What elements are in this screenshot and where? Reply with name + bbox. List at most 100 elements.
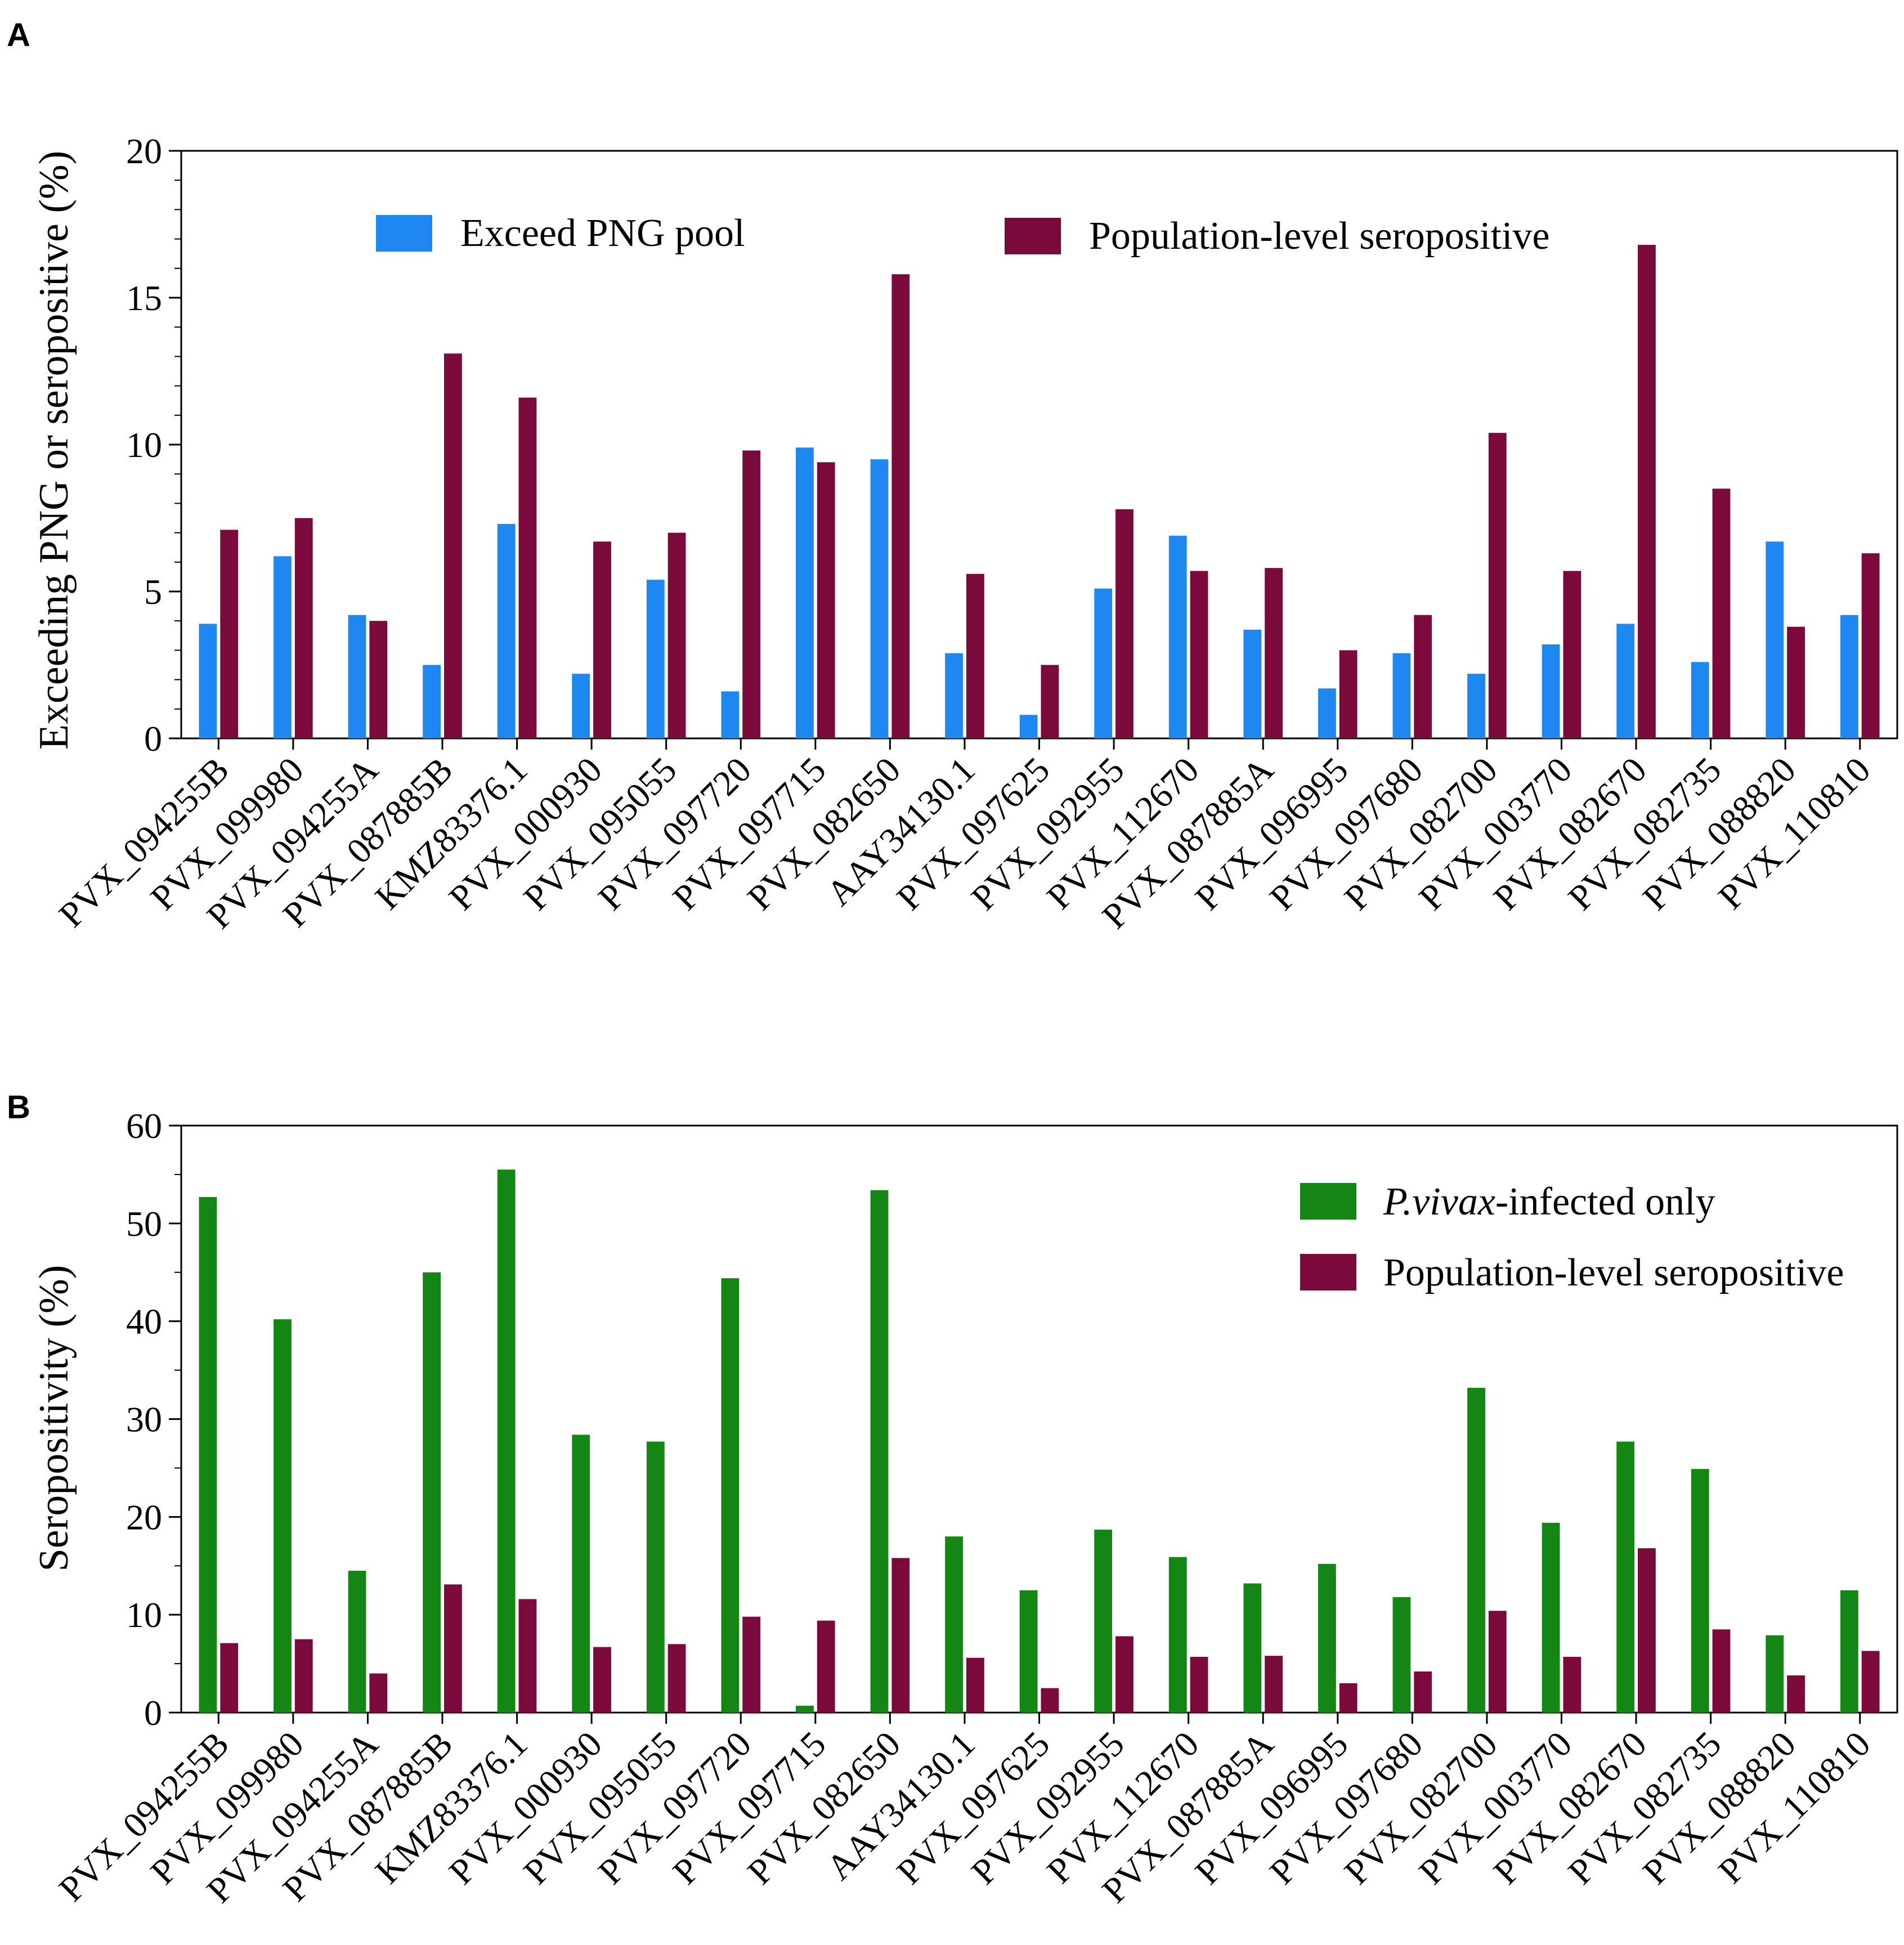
bar-b-s0-pvx-082735 (1691, 1469, 1709, 1713)
bar-b-s1-pvx-082700 (1488, 1611, 1507, 1713)
y-tick-label-b: 20 (126, 1497, 162, 1537)
bar-a-s0-pvx-099980 (274, 556, 292, 738)
legend-label-pvivax-infected: P.vivax-infected only (1383, 1180, 1715, 1224)
bar-a-s1-pvx-095055 (667, 532, 686, 738)
bar-b-s0-pvx-088820 (1766, 1635, 1784, 1713)
bar-b-s1-kmz83376-1 (518, 1599, 537, 1713)
bar-b-s1-pvx-112670 (1190, 1656, 1208, 1713)
bar-a-s1-pvx-082670 (1638, 245, 1656, 738)
bar-a-s0-pvx-095055 (646, 580, 665, 738)
bar-a-s1-pvx-112670 (1190, 571, 1208, 738)
bar-b-s1-pvx-110810 (1861, 1651, 1880, 1713)
legend-label-population-seropositive-b: Population-level seropositive (1383, 1251, 1844, 1294)
axes-a: 05101520PVX_094255BPVX_099980PVX_094255A… (51, 131, 1898, 936)
panel-a: A Exceeding PNG or seropositive (%) 0 5 10… (7, 17, 1898, 936)
bar-b-s1-pvx-097720 (742, 1616, 761, 1713)
bars-a (199, 245, 1880, 738)
legend-a: Exceed PNG pool Population-level seropos… (376, 212, 1549, 258)
bar-b-s1-pvx-003770 (1563, 1656, 1582, 1713)
y-tick-label-a: 20 (126, 131, 162, 171)
bar-b-s0-aay34130-1 (945, 1536, 963, 1713)
y-tick-label-a: 0 (144, 719, 162, 759)
bar-a-s1-pvx-087885b (443, 353, 462, 738)
y-tick-label-a: 5 (144, 572, 162, 612)
bar-a-s1-pvx-096995 (1339, 650, 1358, 738)
bar-a-s1-pvx-097720 (742, 450, 761, 738)
y-tick-label-b: 50 (126, 1204, 162, 1244)
bar-a-s1-pvx-097680 (1414, 615, 1432, 738)
bar-b-s0-pvx-097720 (721, 1278, 740, 1713)
panel-a-label: A (7, 17, 30, 53)
y-tick-label-b: 60 (126, 1106, 162, 1146)
bar-a-s0-pvx-088820 (1766, 541, 1784, 738)
bar-b-s0-pvx-099980 (274, 1319, 292, 1713)
bar-b-s1-pvx-094255b (220, 1643, 239, 1713)
bar-a-s1-pvx-003770 (1563, 571, 1582, 738)
bar-a-s0-pvx-092955 (1094, 588, 1113, 738)
bar-b-s0-pvx-097680 (1392, 1597, 1411, 1713)
panel-b: B Seropositivity (%) 0102030405060PVX_09… (7, 1089, 1898, 1911)
bar-b-s0-pvx-092955 (1094, 1529, 1113, 1713)
y-axis-title-b: Seropositivity (%) (31, 1265, 77, 1572)
bar-a-s1-aay34130-1 (966, 573, 984, 738)
bar-a-s1-pvx-094255a (369, 621, 388, 738)
bar-a-s0-aay34130-1 (945, 653, 963, 738)
bar-a-s1-pvx-092955 (1115, 509, 1134, 738)
bar-b-s0-pvx-003770 (1542, 1522, 1560, 1713)
bar-b-s0-pvx-096995 (1318, 1563, 1336, 1713)
bar-b-s1-pvx-099980 (294, 1639, 313, 1713)
bar-a-s0-pvx-094255b (199, 624, 217, 738)
bar-b-s1-pvx-087885b (443, 1584, 462, 1713)
y-tick-label-a: 10 (126, 425, 162, 465)
bar-a-s1-pvx-097625 (1041, 665, 1059, 738)
bar-a-s1-pvx-099980 (294, 518, 313, 738)
bar-a-s0-pvx-003770 (1542, 644, 1560, 738)
bar-a-s1-pvx-087885a (1265, 568, 1283, 738)
bar-a-s0-pvx-082735 (1691, 662, 1709, 738)
y-tick-label-b: 10 (126, 1595, 162, 1635)
legend-label-pvivax-italic: P.vivax (1383, 1180, 1495, 1224)
bar-b-s1-pvx-092955 (1115, 1636, 1134, 1713)
bar-b-s1-aay34130-1 (966, 1657, 984, 1713)
bar-b-s1-pvx-097680 (1414, 1671, 1432, 1713)
bar-b-s0-pvx-087885b (423, 1272, 441, 1713)
bar-a-s1-pvx-082700 (1488, 433, 1507, 738)
y-axis-title-a: Exceeding PNG or seropositive (%) (31, 151, 77, 750)
bar-b-s0-pvx-097625 (1019, 1590, 1038, 1713)
legend-label-pvivax-rest: -infected only (1495, 1180, 1715, 1224)
bar-a-s0-pvx-082700 (1467, 674, 1485, 738)
bar-b-s0-pvx-082700 (1467, 1387, 1485, 1713)
y-tick-label-a: 15 (126, 278, 162, 318)
bar-a-s1-pvx-082650 (891, 274, 910, 738)
bar-b-s1-pvx-000930 (593, 1647, 611, 1713)
bar-a-s0-pvx-082670 (1616, 624, 1635, 738)
bar-a-s1-pvx-110810 (1861, 553, 1880, 738)
bar-a-s0-pvx-112670 (1168, 535, 1187, 738)
legend-swatch-population-seropositive-a (1005, 218, 1061, 254)
bar-a-s1-pvx-097715 (817, 462, 835, 738)
bar-b-s0-pvx-000930 (572, 1435, 590, 1713)
bar-b-s1-pvx-097715 (817, 1620, 835, 1713)
legend-swatch-population-seropositive-b (1300, 1254, 1356, 1290)
bar-b-s0-pvx-095055 (646, 1441, 665, 1713)
bar-a-s0-pvx-097625 (1019, 715, 1038, 738)
y-tick-label-b: 30 (126, 1400, 162, 1440)
bar-a-s0-pvx-096995 (1318, 688, 1336, 738)
panel-b-label: B (7, 1089, 30, 1126)
bar-b-s0-pvx-082650 (870, 1190, 889, 1713)
bar-a-s0-pvx-097715 (796, 447, 814, 738)
legend-b: P.vivax-infected only Population-level s… (1300, 1180, 1844, 1294)
bar-b-s0-pvx-094255a (348, 1570, 366, 1713)
bar-a-s0-pvx-110810 (1840, 615, 1858, 738)
bar-b-s1-pvx-087885a (1265, 1656, 1283, 1713)
bar-b-s1-pvx-082670 (1638, 1548, 1656, 1713)
bar-a-s1-pvx-094255b (220, 530, 239, 738)
bar-a-s0-pvx-087885b (423, 665, 441, 738)
bar-a-s0-pvx-000930 (572, 674, 590, 738)
y-tick-label-b: 40 (126, 1302, 162, 1342)
bar-a-s1-kmz83376-1 (518, 397, 537, 738)
bar-b-s1-pvx-088820 (1787, 1675, 1805, 1713)
legend-label-population-seropositive-a: Population-level seropositive (1089, 214, 1549, 258)
bar-b-s0-pvx-087885a (1243, 1583, 1262, 1713)
